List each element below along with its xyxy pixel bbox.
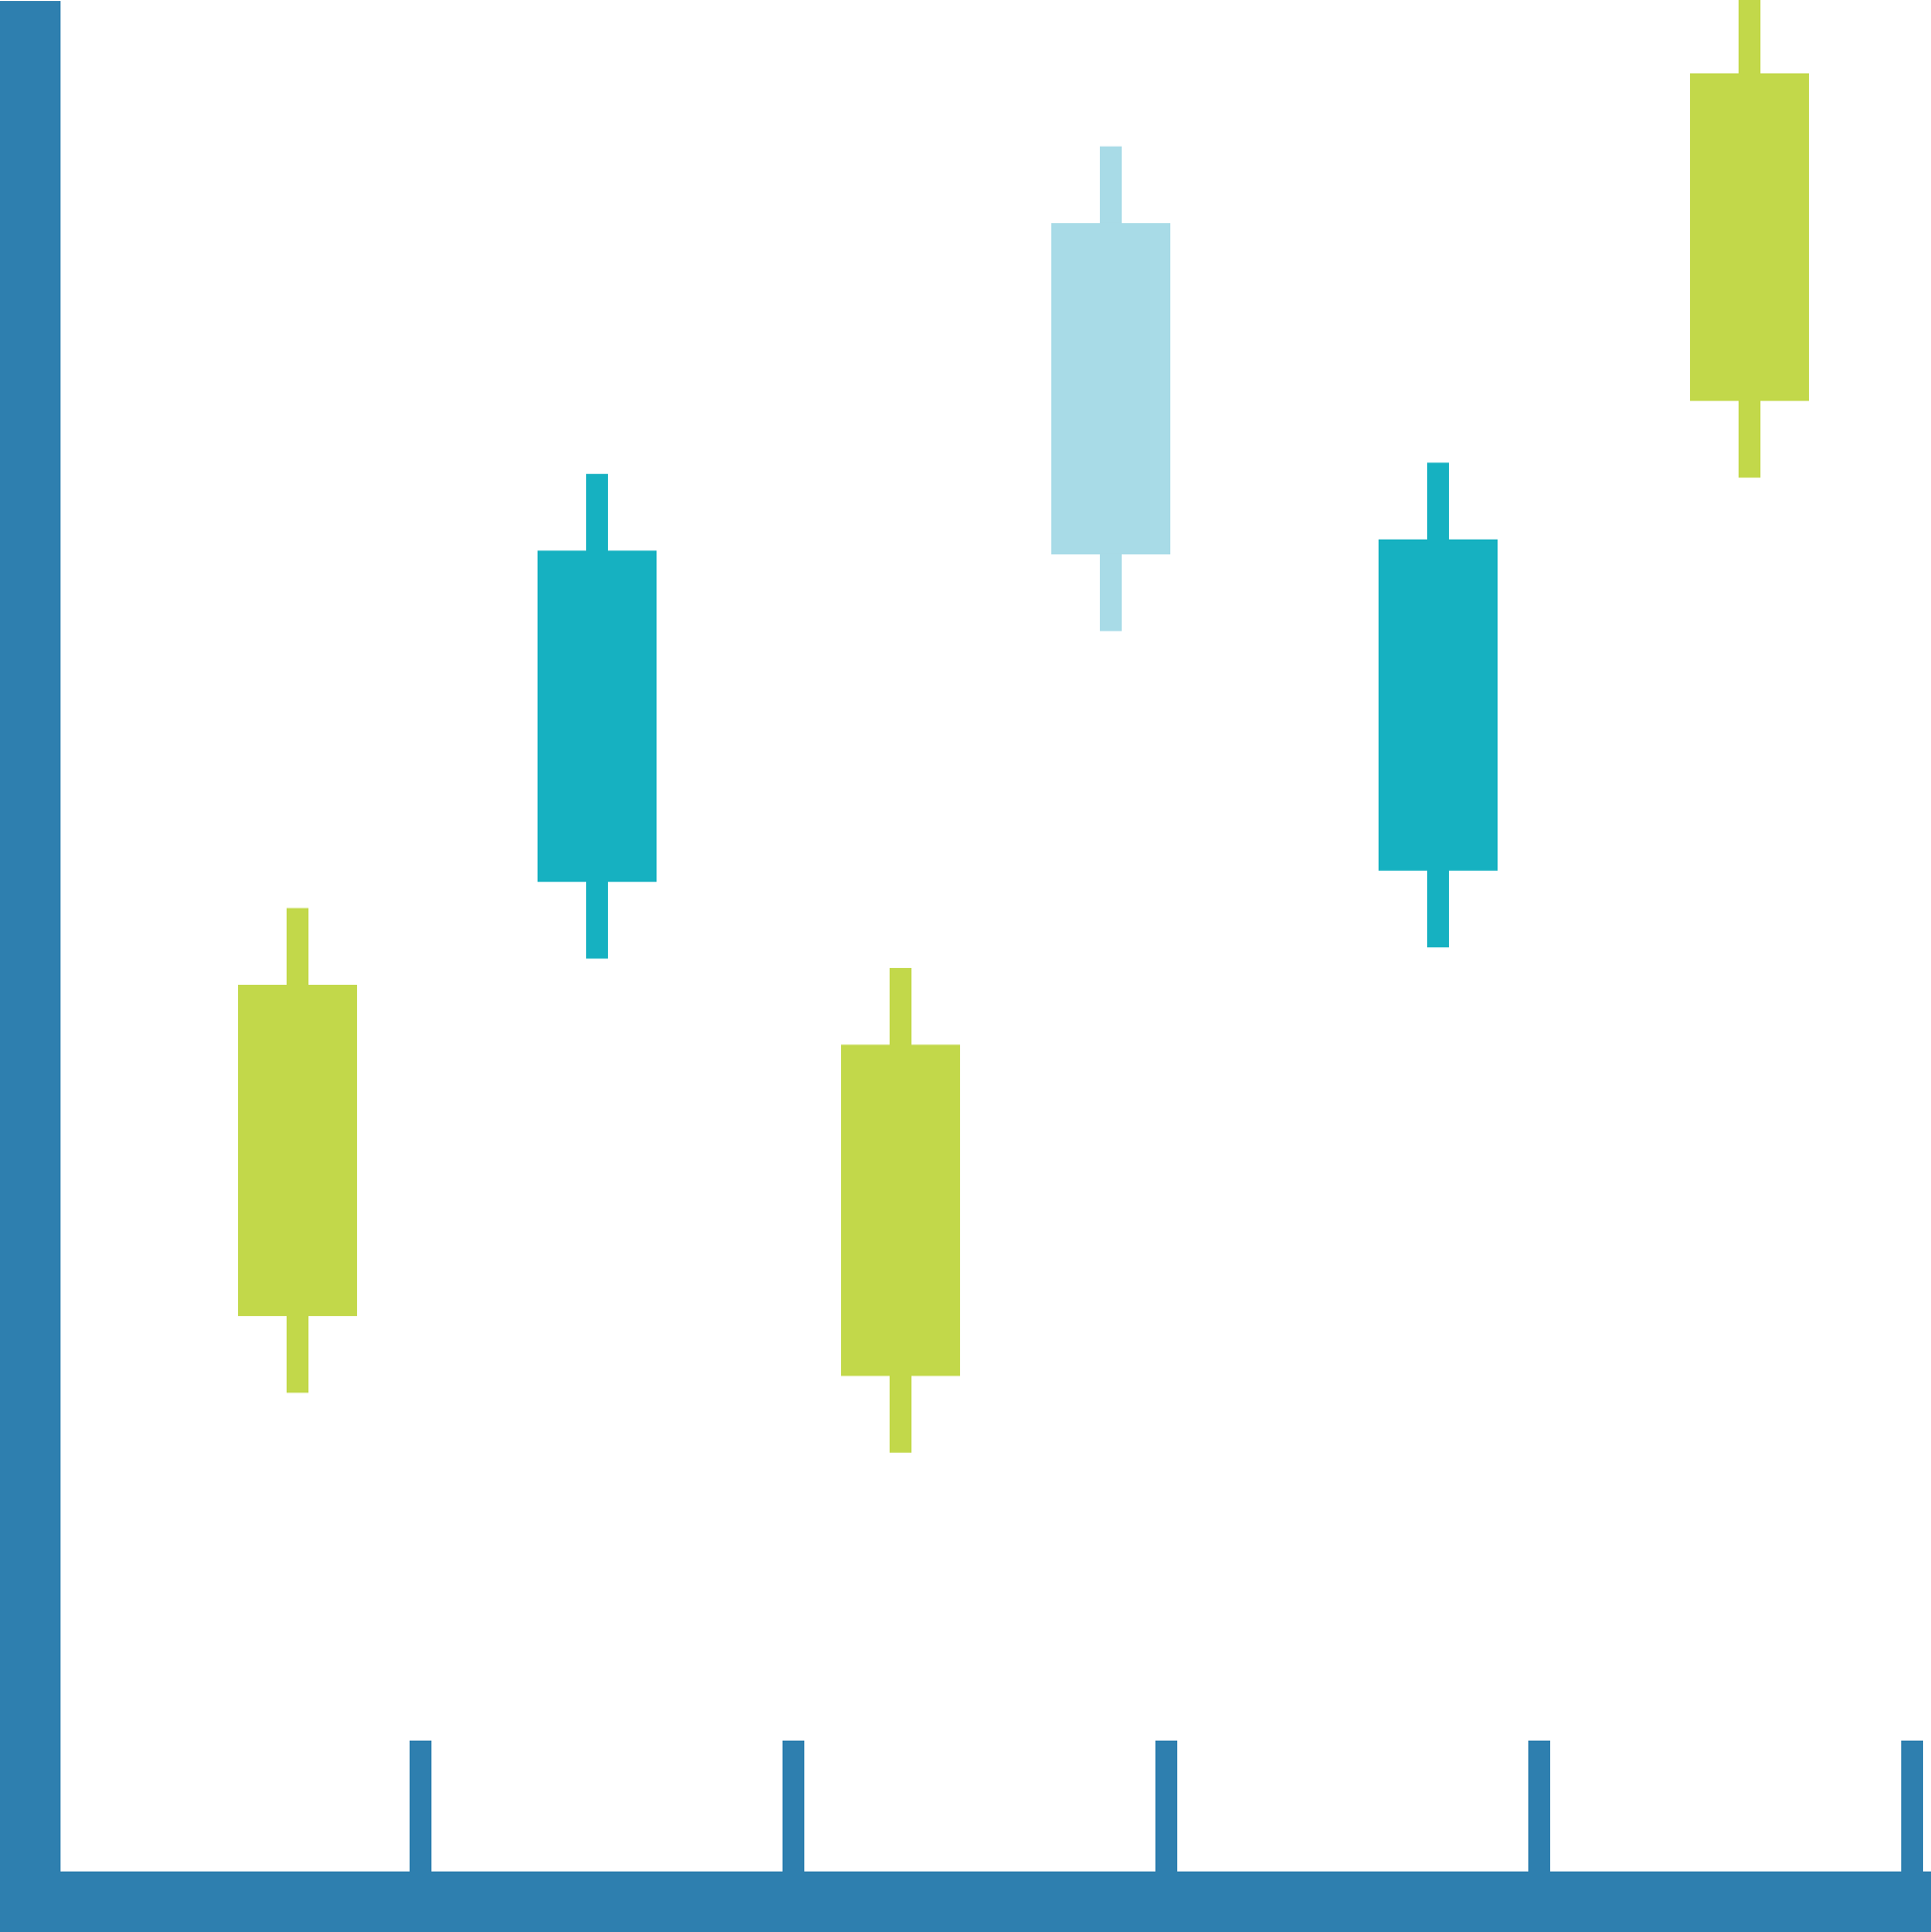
candle-4: [1051, 146, 1170, 632]
candles-layer: [238, 0, 1809, 1453]
candle-3: [841, 967, 960, 1453]
candle-5: [1379, 462, 1498, 948]
candle-body: [1051, 222, 1170, 554]
x-axis-tick: [1528, 1741, 1550, 1872]
candle-body: [238, 984, 357, 1316]
x-axis-tick: [1901, 1741, 1923, 1872]
x-axis-tick: [1155, 1741, 1177, 1872]
candle-body: [841, 1044, 960, 1377]
candle-1: [238, 907, 357, 1393]
candle-body: [1379, 539, 1498, 871]
x-axis-line: [0, 1872, 1931, 1932]
candle-body: [538, 550, 657, 883]
x-axis-tick: [410, 1741, 431, 1872]
candle-body: [1690, 73, 1809, 402]
x-axis-tick: [783, 1741, 804, 1872]
y-axis-line: [0, 1, 60, 1932]
candle-2: [538, 473, 657, 959]
candle-6: [1690, 0, 1809, 478]
